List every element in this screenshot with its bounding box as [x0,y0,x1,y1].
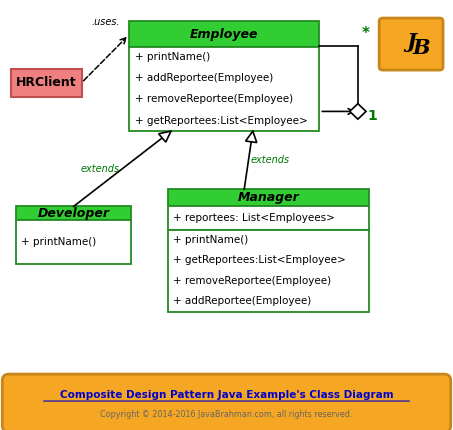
Text: J: J [406,32,416,52]
Text: + printName(): + printName() [21,237,96,247]
FancyBboxPatch shape [2,374,451,430]
Polygon shape [350,104,366,119]
Text: + reportees: List<Employees>: + reportees: List<Employees> [173,213,335,223]
Text: + addReportee(Employee): + addReportee(Employee) [135,74,273,83]
Text: Copyright © 2014-2016 JavaBrahman.com, all rights reserved.: Copyright © 2014-2016 JavaBrahman.com, a… [100,410,353,419]
Bar [168,189,369,206]
Polygon shape [159,131,171,142]
Text: + printName(): + printName() [173,235,248,245]
Text: Employee: Employee [190,28,259,40]
Text: + getReportees:List<Employee>: + getReportees:List<Employee> [173,255,346,265]
Bar [129,22,319,47]
Text: Composite Design Pattern Java Example's Class Diagram: Composite Design Pattern Java Example's … [60,390,393,400]
Bar [168,230,369,312]
Text: *: * [361,26,370,41]
Text: extends: extends [81,164,120,174]
Text: HRClient: HRClient [16,76,77,89]
Text: + getReportees:List<Employee>: + getReportees:List<Employee> [135,116,307,126]
Text: + removeReportee(Employee): + removeReportee(Employee) [173,276,331,286]
Text: B: B [412,38,430,58]
Text: extends: extends [251,155,290,165]
Text: Manager: Manager [237,191,299,204]
Bar [16,206,131,220]
Text: .uses.: .uses. [91,17,120,27]
Text: Developer: Developer [38,206,110,220]
Polygon shape [246,131,257,142]
Bar [129,47,319,131]
Bar [11,69,82,97]
Text: + removeReportee(Employee): + removeReportee(Employee) [135,95,293,104]
Text: 1: 1 [368,109,378,123]
Bar [168,206,369,230]
Text: + addReportee(Employee): + addReportee(Employee) [173,297,311,307]
Bar [16,220,131,264]
FancyBboxPatch shape [379,18,443,70]
Text: + printName(): + printName() [135,52,210,62]
